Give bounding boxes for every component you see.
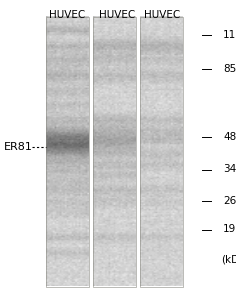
Text: HUVEC: HUVEC xyxy=(99,11,135,20)
Bar xyxy=(93,16,136,286)
Text: (kD): (kD) xyxy=(221,254,236,265)
Bar xyxy=(46,16,88,286)
Text: 19: 19 xyxy=(223,224,236,235)
Text: HUVEC: HUVEC xyxy=(143,11,180,20)
Text: 26: 26 xyxy=(223,196,236,206)
Text: 48: 48 xyxy=(223,131,236,142)
Text: 85: 85 xyxy=(223,64,236,74)
Text: HUVEC: HUVEC xyxy=(49,11,85,20)
Bar xyxy=(140,16,183,286)
Text: 34: 34 xyxy=(223,164,236,175)
Text: ER81: ER81 xyxy=(4,142,32,152)
Text: 117: 117 xyxy=(223,29,236,40)
